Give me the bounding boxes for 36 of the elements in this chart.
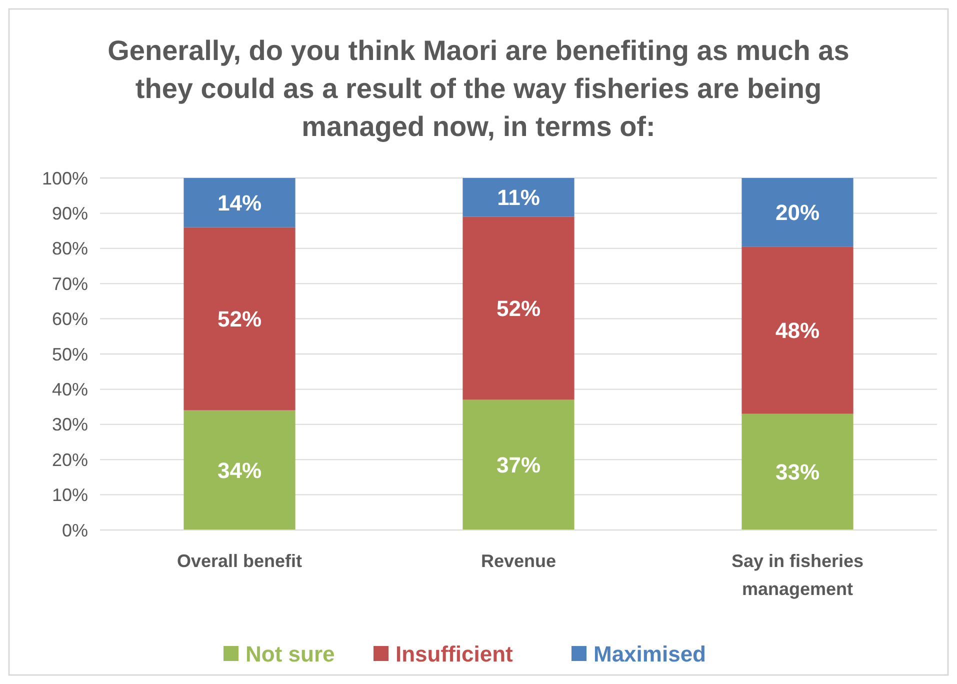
x-tick-label: Revenue: [480, 551, 556, 571]
y-tick-label: 0%: [62, 520, 88, 540]
data-label: 11%: [497, 185, 540, 210]
bar: [184, 227, 296, 410]
y-tick-label: 80%: [52, 238, 88, 259]
legend-label: Maximised: [594, 642, 706, 667]
data-label: 52%: [217, 306, 262, 332]
y-tick-label: 20%: [52, 450, 88, 470]
data-label: 48%: [775, 318, 820, 343]
bar: [462, 216, 574, 400]
y-tick-label: 60%: [52, 309, 88, 330]
bar: [184, 178, 296, 228]
data-label: 52%: [496, 296, 541, 321]
legend-label: Insufficient: [396, 642, 514, 667]
bar: [742, 414, 854, 530]
y-tick-label: 50%: [52, 344, 88, 364]
bar: [462, 400, 574, 530]
bar: [462, 178, 574, 217]
data-label: 37%: [496, 452, 541, 478]
x-tick-label: Overall benefit: [176, 551, 302, 571]
legend-label: Not sure: [246, 642, 335, 667]
bar: [742, 246, 854, 414]
data-label: 34%: [217, 458, 262, 483]
bar: [184, 410, 296, 530]
chart-title: Generally, do you think Maori are benefiting as much as they could as a result of the way fisheries are being managed now, in terms of:: [108, 35, 850, 142]
y-tick-label: 70%: [52, 274, 88, 294]
y-tick-label: 90%: [52, 204, 88, 224]
y-tick-label: 100%: [42, 168, 88, 188]
bar: [742, 178, 854, 247]
y-tick-label: 30%: [52, 414, 88, 435]
data-label: 14%: [217, 190, 262, 216]
x-tick-label: Say in fisheries management: [731, 551, 864, 599]
y-tick-label: 10%: [52, 485, 88, 506]
y-tick-label: 40%: [52, 380, 88, 400]
data-label: 33%: [775, 460, 820, 485]
data-label: 20%: [775, 200, 820, 226]
